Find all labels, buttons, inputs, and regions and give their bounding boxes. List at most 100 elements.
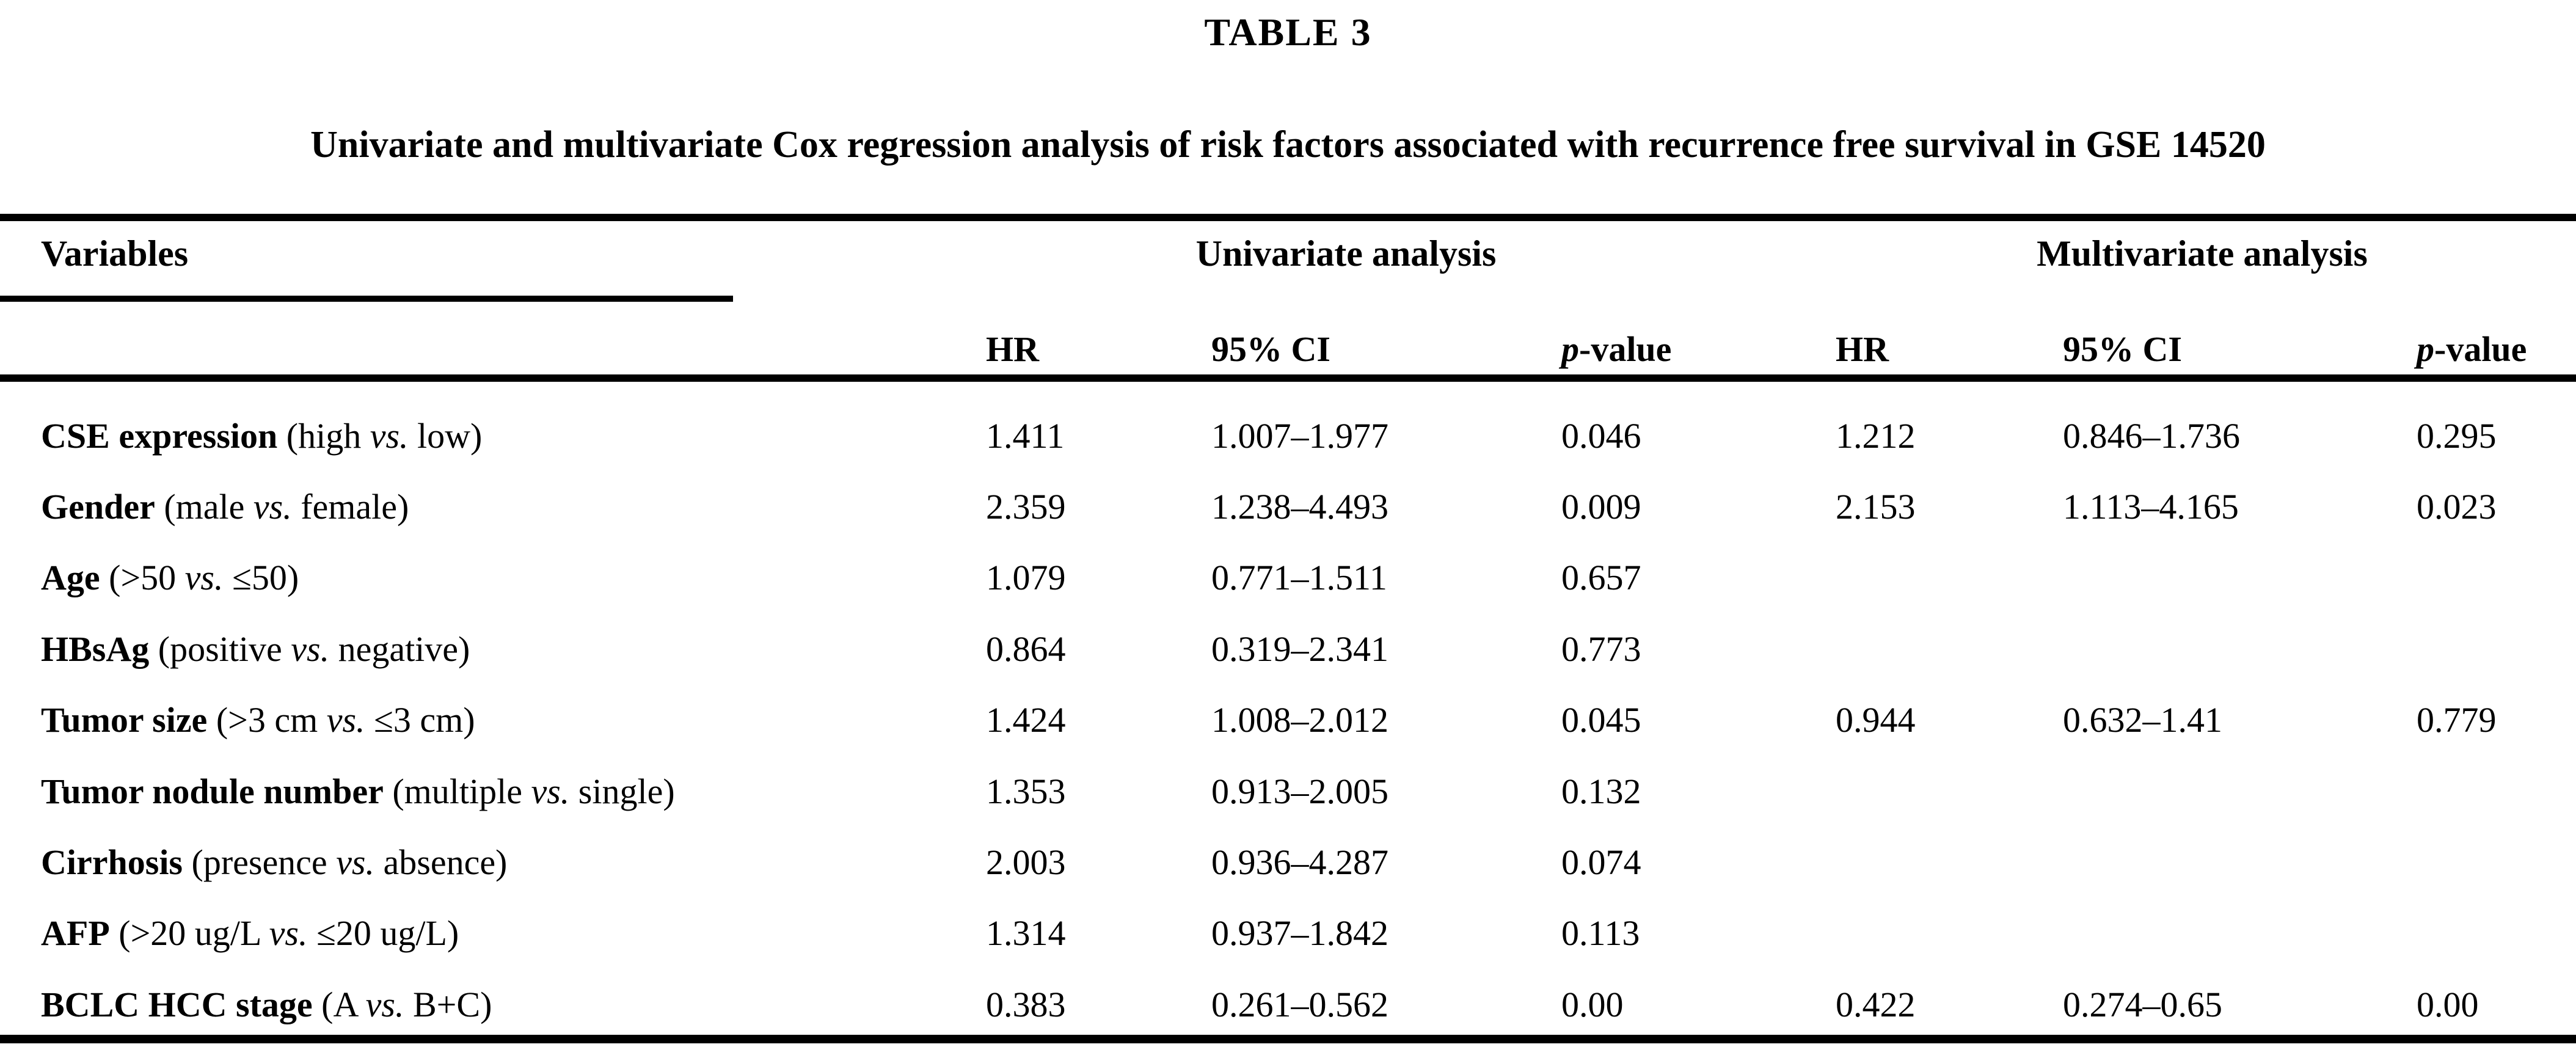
uni-ci-cell: 0.319–2.341 [1211, 629, 1388, 669]
column-group-multivariate: Multivariate analysis [2037, 233, 2368, 274]
variable-cell: Tumor size (>3 cm vs. ≤3 cm) [0, 699, 986, 740]
variable-cell: Age (>50 vs. ≤50) [0, 557, 986, 598]
qualifier-post: negative) [329, 629, 470, 669]
variable-cell: Tumor nodule number (multiple vs. single) [0, 771, 986, 812]
variable-cell: Gender (male vs. female) [0, 486, 986, 527]
subheader-multi-ci: 95% CI [2063, 329, 2182, 369]
uni-pvalue-cell: 0.657 [1561, 558, 1641, 598]
mid-rule [0, 374, 2576, 382]
uni-ci-cell: 1.007–1.977 [1211, 415, 1388, 456]
qualifier-pre: (A [321, 984, 366, 1024]
multi-pvalue-cell: 0.00 [2417, 984, 2479, 1024]
qualifier-post: low) [408, 415, 483, 456]
uni-ci-cell: 0.913–2.005 [1211, 771, 1388, 811]
table-row: Tumor size (>3 cm vs. ≤3 cm) 1.424 1.008–… [0, 685, 2576, 756]
multi-hr-cell: 0.422 [1836, 984, 1916, 1024]
qualifier-post: ≤3 cm) [365, 700, 475, 740]
variable-qualifier: (>3 cm vs. ≤3 cm) [216, 700, 475, 740]
variable-name: Cirrhosis [41, 842, 183, 883]
multi-hr-cell: 2.153 [1836, 487, 1916, 527]
top-rule [0, 214, 2576, 221]
qualifier-pre: (high [286, 415, 370, 456]
uni-pvalue-cell: 0.132 [1561, 771, 1641, 811]
uni-pvalue-cell: 0.773 [1561, 629, 1641, 669]
uni-hr-cell: 1.353 [986, 771, 1066, 811]
column-header-variables: Variables [41, 233, 189, 274]
variable-name: BCLC HCC stage [41, 984, 313, 1024]
uni-hr-cell: 0.864 [986, 629, 1066, 669]
table-row: AFP (>20 ug/L vs. ≤20 ug/L) 1.314 0.937–1… [0, 898, 2576, 969]
p-rest: -value [1579, 329, 1672, 369]
uni-hr-cell: 1.424 [986, 700, 1066, 740]
subheader-multi-pvalue: p-value [2417, 329, 2527, 370]
multi-ci-cell: 0.274–0.65 [2063, 984, 2222, 1024]
qualifier-pre: (presence [191, 842, 337, 883]
multi-pvalue-cell: 0.295 [2417, 415, 2497, 456]
uni-ci-cell: 0.937–1.842 [1211, 913, 1388, 954]
p-italic: p [1561, 329, 1579, 369]
variable-cell: CSE expression (high vs. low) [0, 415, 986, 456]
uni-ci-cell: 0.261–0.562 [1211, 984, 1388, 1024]
qualifier-pre: (multiple [392, 771, 531, 811]
table-body: CSE expression (high vs. low) 1.411 1.007… [0, 400, 2576, 1040]
bottom-rule [0, 1035, 2576, 1043]
vs-label: vs. [184, 558, 224, 598]
qualifier-post: absence) [374, 842, 508, 883]
variable-name: AFP [41, 913, 110, 954]
variable-qualifier: (high vs. low) [286, 416, 483, 456]
qualifier-post: single) [569, 771, 675, 811]
qualifier-pre: (>50 [109, 558, 185, 598]
multi-hr-cell: 0.944 [1836, 700, 1916, 740]
uni-hr-cell: 0.383 [986, 984, 1066, 1024]
vs-label: vs. [253, 487, 292, 527]
table-row: CSE expression (high vs. low) 1.411 1.007… [0, 400, 2576, 471]
vs-label: vs. [326, 700, 365, 740]
variable-qualifier: (presence vs. absence) [192, 842, 508, 882]
uni-pvalue-cell: 0.046 [1561, 415, 1641, 456]
table-caption: Univariate and multivariate Cox regressi… [310, 124, 2266, 166]
variable-qualifier: (>20 ug/L vs. ≤20 ug/L) [119, 913, 459, 953]
vs-label: vs. [531, 771, 570, 811]
variable-name: CSE expression [41, 415, 278, 456]
table-row: HBsAg (positive vs. negative) 0.864 0.319… [0, 613, 2576, 684]
p-rest: -value [2434, 329, 2527, 369]
subheader-uni-pvalue: p-value [1561, 329, 1671, 370]
multivariate-spanner-rule [0, 296, 733, 302]
uni-pvalue-cell: 0.113 [1561, 913, 1640, 954]
uni-pvalue-cell: 0.009 [1561, 487, 1641, 527]
variable-qualifier: (multiple vs. single) [392, 772, 674, 811]
multi-ci-cell: 1.113–4.165 [2063, 487, 2239, 527]
uni-hr-cell: 2.359 [986, 487, 1066, 527]
qualifier-pre: (>3 cm [216, 700, 327, 740]
qualifier-pre: (>20 ug/L [119, 913, 269, 954]
variable-cell: BCLC HCC stage (A vs. B+C) [0, 984, 986, 1025]
uni-hr-cell: 1.079 [986, 558, 1066, 598]
variable-name: Tumor size [41, 700, 208, 740]
variable-cell: AFP (>20 ug/L vs. ≤20 ug/L) [0, 913, 986, 954]
uni-ci-cell: 1.008–2.012 [1211, 700, 1388, 740]
multi-ci-cell: 0.846–1.736 [2063, 415, 2240, 456]
variable-cell: HBsAg (positive vs. negative) [0, 629, 986, 669]
uni-pvalue-cell: 0.045 [1561, 700, 1641, 740]
variable-name: Age [41, 558, 100, 598]
table-row: Age (>50 vs. ≤50) 1.079 0.771–1.511 0.657 [0, 542, 2576, 613]
qualifier-post: B+C) [404, 984, 492, 1024]
vs-label: vs. [269, 913, 308, 954]
variable-name: Gender [41, 487, 155, 527]
subheader-uni-hr: HR [986, 329, 1039, 369]
vs-label: vs. [336, 842, 375, 883]
uni-hr-cell: 1.411 [986, 415, 1065, 456]
p-italic: p [2417, 329, 2434, 369]
table-row: BCLC HCC stage (A vs. B+C) 0.383 0.261–0.… [0, 969, 2576, 1040]
multi-pvalue-cell: 0.023 [2417, 487, 2497, 527]
vs-label: vs. [365, 984, 404, 1024]
vs-label: vs. [370, 415, 409, 456]
variable-qualifier: (positive vs. negative) [158, 629, 470, 669]
uni-ci-cell: 1.238–4.493 [1211, 487, 1388, 527]
qualifier-post: female) [291, 487, 409, 527]
multi-hr-cell: 1.212 [1836, 415, 1916, 456]
table-row: Cirrhosis (presence vs. absence) 2.003 0.… [0, 826, 2576, 897]
uni-pvalue-cell: 0.00 [1561, 984, 1624, 1024]
qualifier-pre: (male [164, 487, 254, 527]
